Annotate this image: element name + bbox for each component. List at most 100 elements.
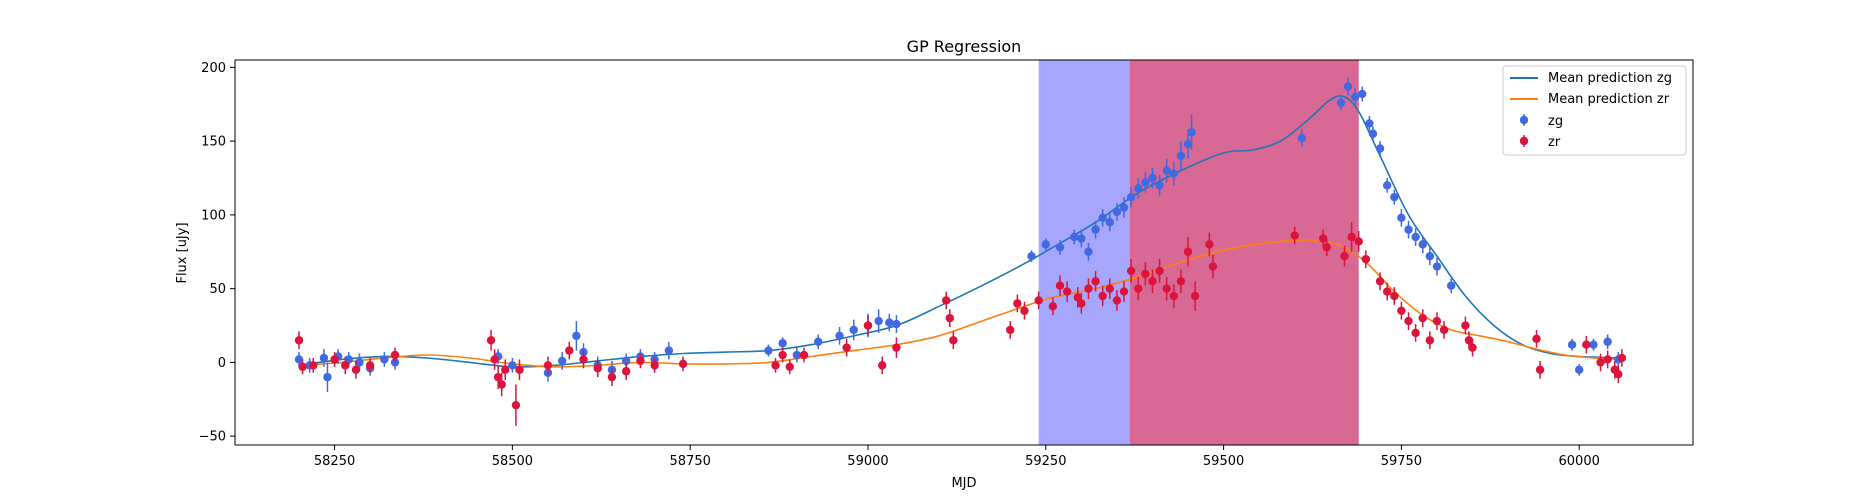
data-point-zr bbox=[771, 361, 780, 370]
data-point-zr bbox=[1532, 334, 1541, 343]
data-point-zg bbox=[849, 325, 858, 335]
data-point-zr bbox=[497, 380, 506, 389]
data-point-zr bbox=[1411, 328, 1420, 338]
data-point-zg bbox=[814, 337, 823, 346]
data-point-zr bbox=[1013, 299, 1022, 308]
data-point-zr bbox=[650, 361, 659, 370]
data-point-zg bbox=[1077, 234, 1086, 243]
chart-title: GP Regression bbox=[907, 37, 1022, 56]
x-tick-label: 58250 bbox=[314, 454, 355, 469]
data-point-zr bbox=[1375, 277, 1385, 286]
data-point-zg bbox=[885, 318, 894, 327]
data-point-zr bbox=[942, 296, 951, 305]
data-point-zg bbox=[1390, 192, 1399, 202]
data-point-zr bbox=[1361, 254, 1371, 264]
data-point-zr bbox=[778, 350, 787, 360]
data-point-zg bbox=[1105, 218, 1115, 227]
data-point-zr bbox=[1155, 266, 1164, 276]
data-point-zr bbox=[785, 362, 794, 372]
data-point-zr bbox=[1119, 287, 1129, 296]
data-point-zr bbox=[1461, 321, 1470, 330]
data-point-zg bbox=[621, 356, 631, 366]
x-tick-label: 59500 bbox=[1203, 454, 1244, 469]
data-point-zr bbox=[621, 367, 631, 376]
data-point-zr bbox=[1112, 296, 1122, 305]
data-point-zr bbox=[511, 400, 521, 410]
data-point-zr bbox=[1425, 336, 1435, 345]
data-point-zr bbox=[593, 364, 602, 373]
data-point-zr bbox=[351, 365, 361, 374]
data-point-zg bbox=[835, 331, 844, 341]
data-point-zg bbox=[1418, 240, 1427, 249]
data-point-zr bbox=[1205, 240, 1214, 249]
data-point-zg bbox=[1343, 82, 1353, 91]
data-point-zg bbox=[572, 331, 581, 341]
data-point-zg bbox=[355, 358, 364, 367]
data-point-zg bbox=[1091, 225, 1100, 234]
data-point-zr bbox=[1162, 284, 1171, 293]
data-point-zg bbox=[1575, 365, 1584, 374]
data-point-zg bbox=[323, 372, 332, 382]
data-point-zg bbox=[1176, 151, 1186, 161]
data-point-zr bbox=[1105, 284, 1115, 293]
data-point-zg bbox=[1098, 213, 1107, 223]
data-point-zr bbox=[1098, 291, 1107, 301]
legend-label-zr-mean: Mean prediction zr bbox=[1548, 92, 1670, 107]
shaded-region-0 bbox=[1038, 60, 1130, 445]
data-point-zr bbox=[1404, 316, 1413, 326]
data-point-zr bbox=[294, 336, 304, 345]
data-point-zr bbox=[1432, 316, 1442, 326]
data-point-zg bbox=[1404, 225, 1413, 234]
data-point-zr bbox=[1418, 313, 1427, 323]
plot-frame bbox=[234, 59, 1694, 446]
data-point-zg bbox=[1055, 243, 1065, 252]
data-point-zg bbox=[1148, 173, 1157, 183]
x-axis-label: MJD bbox=[951, 476, 976, 491]
data-point-zr bbox=[1535, 365, 1545, 374]
data-point-zr bbox=[1468, 343, 1477, 352]
data-point-zr bbox=[1006, 325, 1015, 335]
data-point-zg bbox=[1382, 181, 1392, 190]
data-point-zr bbox=[565, 346, 574, 355]
y-tick-label: 150 bbox=[201, 135, 226, 150]
data-point-zg bbox=[1358, 89, 1367, 99]
data-point-zr bbox=[1347, 232, 1356, 242]
data-point-zr bbox=[490, 355, 499, 364]
data-point-zr bbox=[1208, 262, 1218, 271]
data-point-zr bbox=[1020, 306, 1029, 315]
data-point-zg bbox=[1425, 251, 1435, 261]
data-point-zg bbox=[874, 316, 883, 326]
data-point-zg bbox=[380, 355, 389, 364]
y-axis-label: Flux [uJy] bbox=[175, 222, 190, 283]
data-point-zr bbox=[863, 321, 873, 330]
data-point-zr bbox=[678, 359, 688, 369]
data-point-zg bbox=[1126, 192, 1136, 202]
data-point-zr bbox=[579, 355, 588, 364]
data-point-zr bbox=[945, 313, 954, 323]
data-point-zg bbox=[1446, 281, 1456, 290]
data-point-zr bbox=[949, 336, 958, 345]
data-point-zr bbox=[1617, 353, 1627, 363]
x-tick-label: 58750 bbox=[670, 454, 711, 469]
data-point-zg bbox=[1112, 207, 1122, 217]
legend: Mean prediction zg Mean prediction zr zg… bbox=[1502, 65, 1687, 156]
data-point-zr bbox=[1126, 266, 1136, 276]
data-point-zr bbox=[1382, 287, 1392, 296]
data-point-zg bbox=[1155, 181, 1164, 190]
data-point-zr bbox=[1439, 325, 1449, 335]
data-point-zr bbox=[1048, 302, 1058, 311]
legend-label-zr: zr bbox=[1548, 135, 1561, 150]
data-point-zr bbox=[1322, 243, 1331, 252]
data-point-zg bbox=[1375, 144, 1385, 153]
data-point-zr bbox=[493, 372, 503, 382]
data-point-zg bbox=[508, 361, 517, 370]
data-point-zr bbox=[1062, 287, 1072, 296]
y-tick-label: 50 bbox=[209, 282, 226, 297]
data-point-zr bbox=[636, 356, 645, 366]
data-point-zr bbox=[1290, 231, 1299, 240]
data-point-zg bbox=[1119, 203, 1129, 212]
data-point-zr bbox=[1614, 369, 1623, 379]
data-point-zg bbox=[892, 319, 901, 329]
data-point-zr bbox=[1340, 251, 1349, 261]
